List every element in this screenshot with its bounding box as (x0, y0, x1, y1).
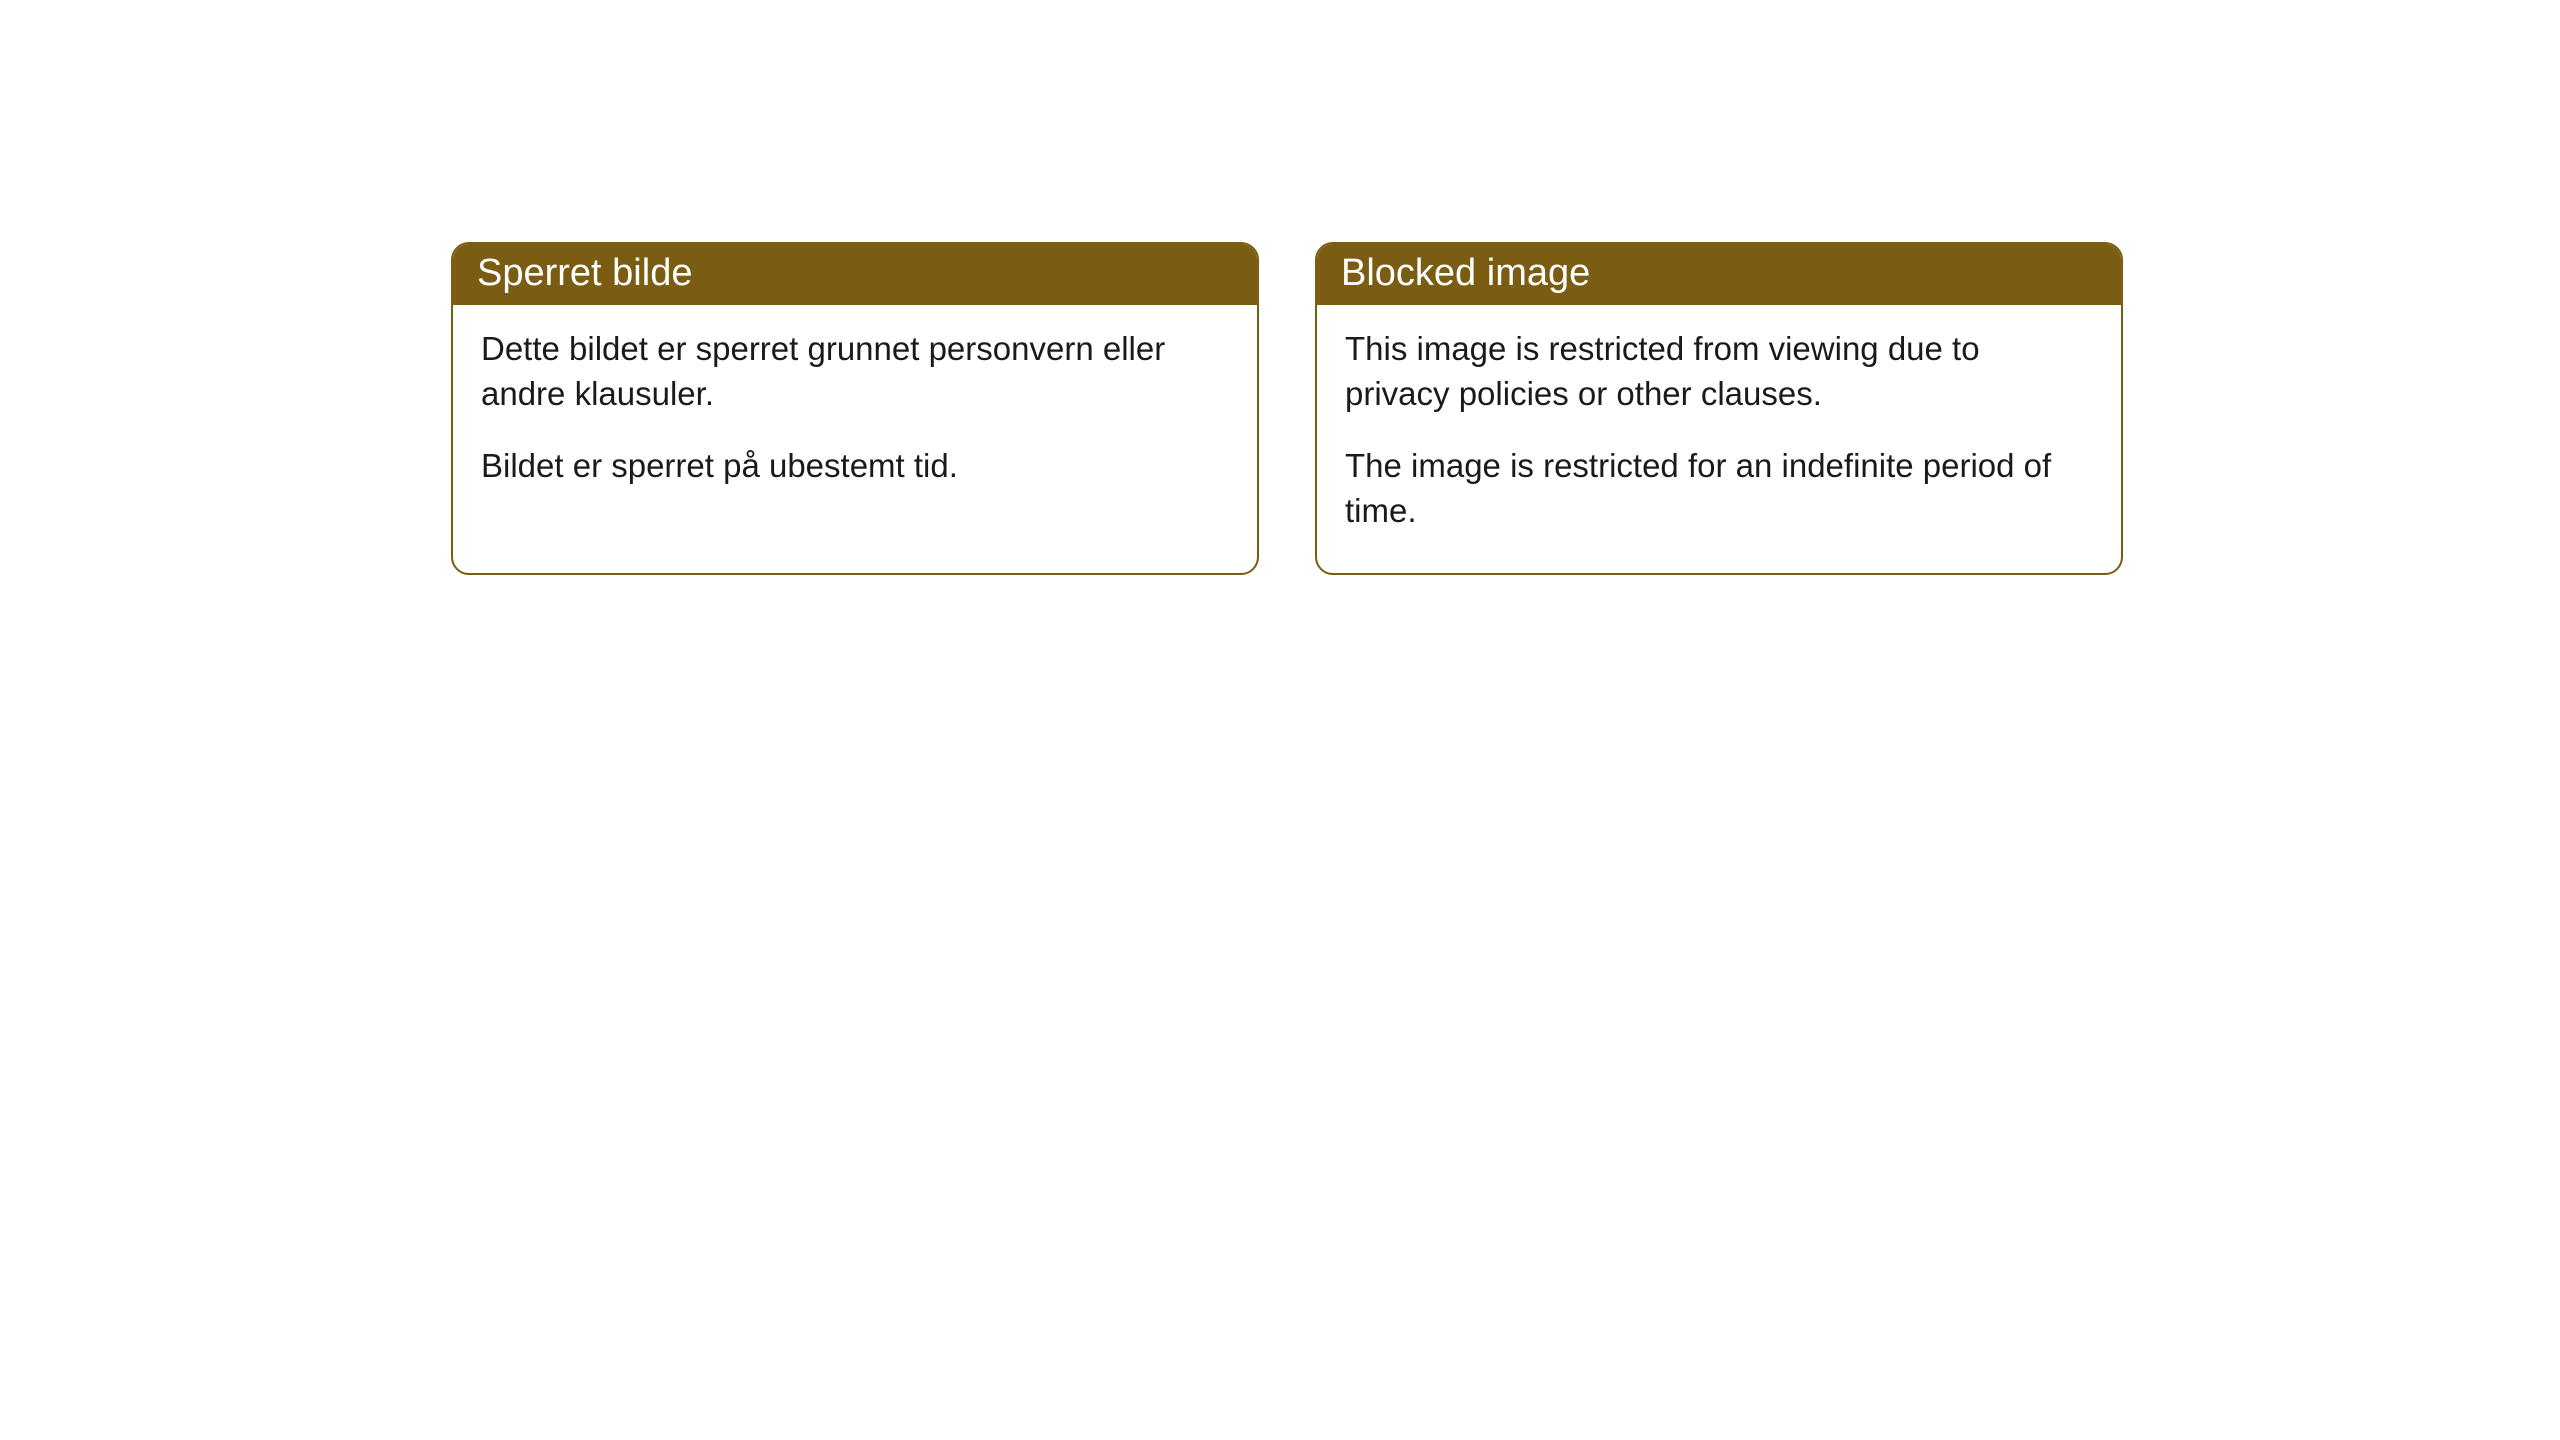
card-paragraph-2-no: Bildet er sperret på ubestemt tid. (481, 444, 1229, 489)
card-paragraph-1-no: Dette bildet er sperret grunnet personve… (481, 327, 1229, 416)
card-paragraph-2-en: The image is restricted for an indefinit… (1345, 444, 2093, 533)
card-header-en: Blocked image (1317, 244, 2121, 305)
blocked-image-card-en: Blocked image This image is restricted f… (1315, 242, 2123, 575)
card-paragraph-1-en: This image is restricted from viewing du… (1345, 327, 2093, 416)
blocked-image-card-no: Sperret bilde Dette bildet er sperret gr… (451, 242, 1259, 575)
card-body-en: This image is restricted from viewing du… (1317, 305, 2121, 573)
card-header-no: Sperret bilde (453, 244, 1257, 305)
cards-container: Sperret bilde Dette bildet er sperret gr… (451, 242, 2123, 575)
card-body-no: Dette bildet er sperret grunnet personve… (453, 305, 1257, 529)
